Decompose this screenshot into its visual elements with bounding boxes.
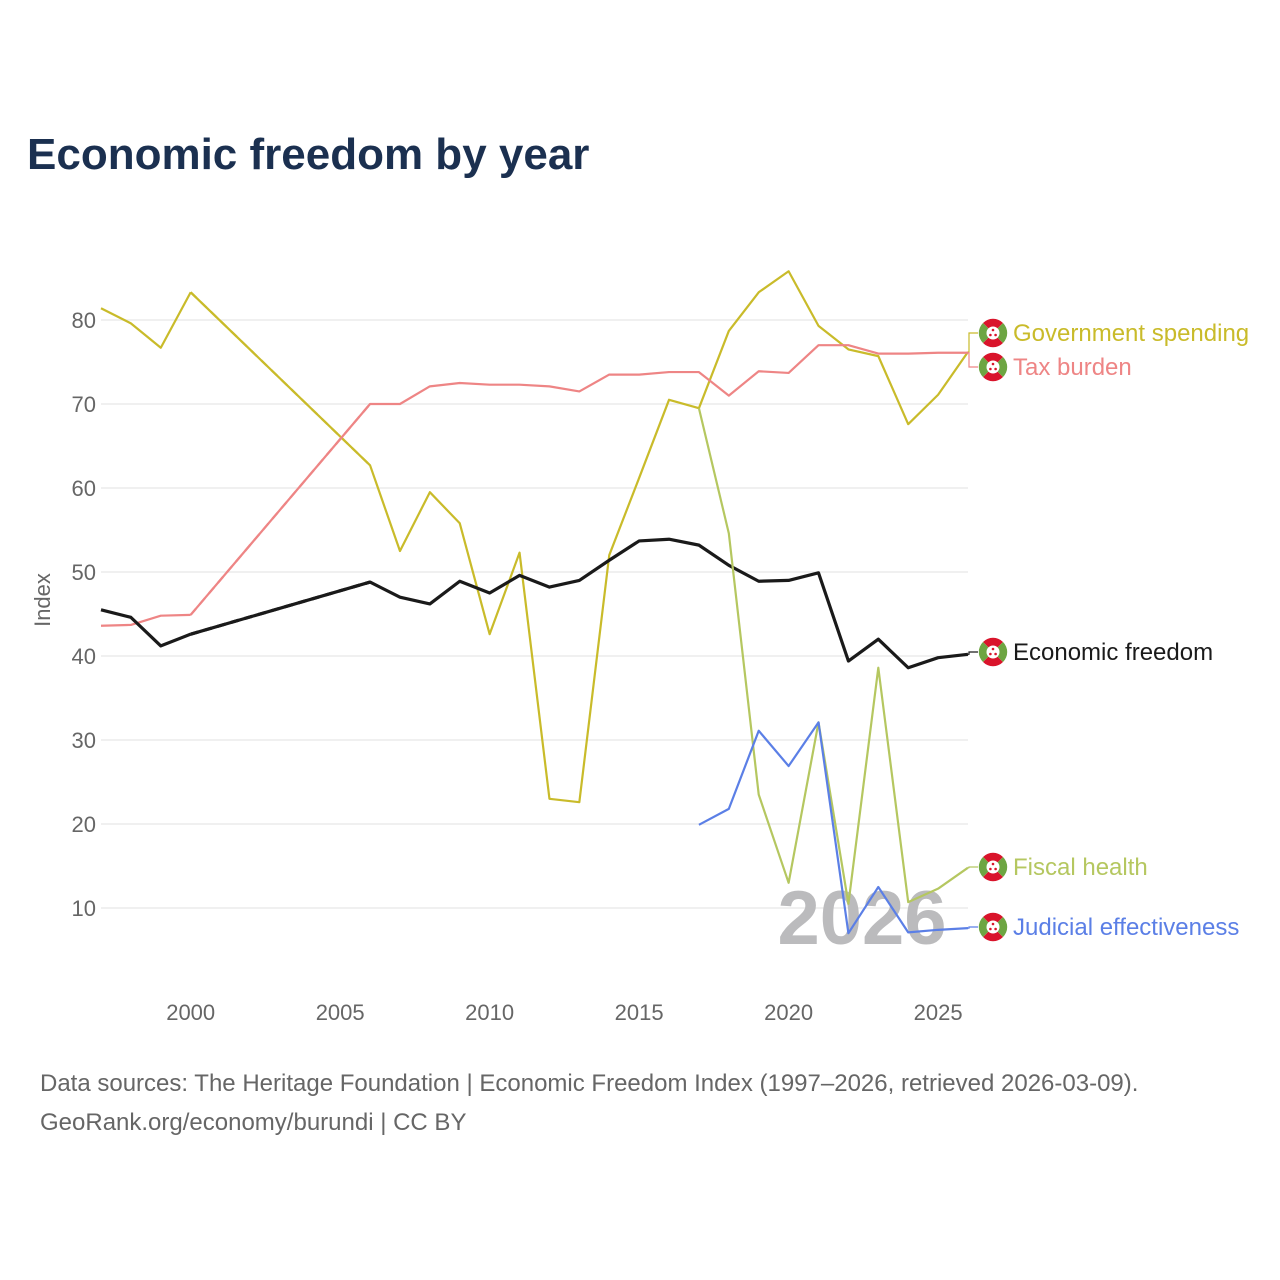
x-tick-label: 2020 (764, 1000, 813, 1025)
flag-star (989, 867, 992, 871)
flag-star (994, 333, 997, 337)
flag-star (991, 362, 995, 366)
attribution-note: GeoRank.org/economy/burundi | CC BY (40, 1109, 467, 1136)
y-axis-label: Index (30, 573, 55, 627)
flag-disc (986, 360, 1000, 374)
flag-star (991, 647, 995, 651)
y-tick-label: 60 (72, 476, 96, 501)
x-tick-label: 2010 (465, 1000, 514, 1025)
y-tick-label: 30 (72, 728, 96, 753)
series-label: Fiscal health (1013, 854, 1148, 881)
flag-star (991, 922, 995, 926)
series-label: Economic freedom (1013, 639, 1213, 666)
series-line (190, 537, 969, 670)
flag-disc (986, 645, 1000, 659)
flag-star (991, 328, 995, 332)
series-line (100, 291, 192, 349)
series-line (100, 608, 192, 648)
flag-star (989, 927, 992, 931)
burundi-flag-icon (978, 912, 1008, 942)
flag-star (994, 367, 997, 371)
x-tick-label: 2000 (166, 1000, 215, 1025)
y-tick-label: 10 (72, 896, 96, 921)
flag-disc (986, 860, 1000, 874)
series-label: Government spending (1013, 320, 1249, 347)
label-connector (968, 926, 978, 929)
label-connector (968, 352, 978, 368)
label-connector (968, 651, 978, 655)
burundi-flag-icon (978, 318, 1008, 348)
series-label: Tax burden (1013, 354, 1132, 381)
flag-star (989, 333, 992, 337)
flag-star (994, 867, 997, 871)
x-tick-label: 2015 (615, 1000, 664, 1025)
data-source-note: Data sources: The Heritage Foundation | … (40, 1070, 1139, 1097)
y-tick-label: 70 (72, 392, 96, 417)
y-tick-label: 40 (72, 644, 96, 669)
burundi-flag-icon (978, 352, 1008, 382)
series-line (698, 721, 969, 935)
series-line (100, 613, 191, 627)
series-line (189, 344, 968, 616)
flag-disc (986, 326, 1000, 340)
flag-star (989, 652, 992, 656)
x-tick-label: 2005 (316, 1000, 365, 1025)
y-tick-label: 80 (72, 308, 96, 333)
x-tick-label: 2025 (914, 1000, 963, 1025)
flag-star (994, 652, 997, 656)
label-connector (968, 866, 978, 869)
label-connector (968, 332, 978, 353)
y-tick-label: 50 (72, 560, 96, 585)
year-watermark: 2026 (777, 876, 946, 961)
series-label: Judicial effectiveness (1013, 914, 1239, 941)
burundi-flag-icon (978, 637, 1008, 667)
y-tick-label: 20 (72, 812, 96, 837)
flag-star (989, 367, 992, 371)
burundi-flag-icon (978, 852, 1008, 882)
chart-title: Economic freedom by year (27, 130, 590, 179)
flag-disc (986, 920, 1000, 934)
series-line (697, 407, 969, 905)
flag-star (994, 927, 997, 931)
flag-star (991, 862, 995, 866)
series-line (189, 270, 969, 804)
